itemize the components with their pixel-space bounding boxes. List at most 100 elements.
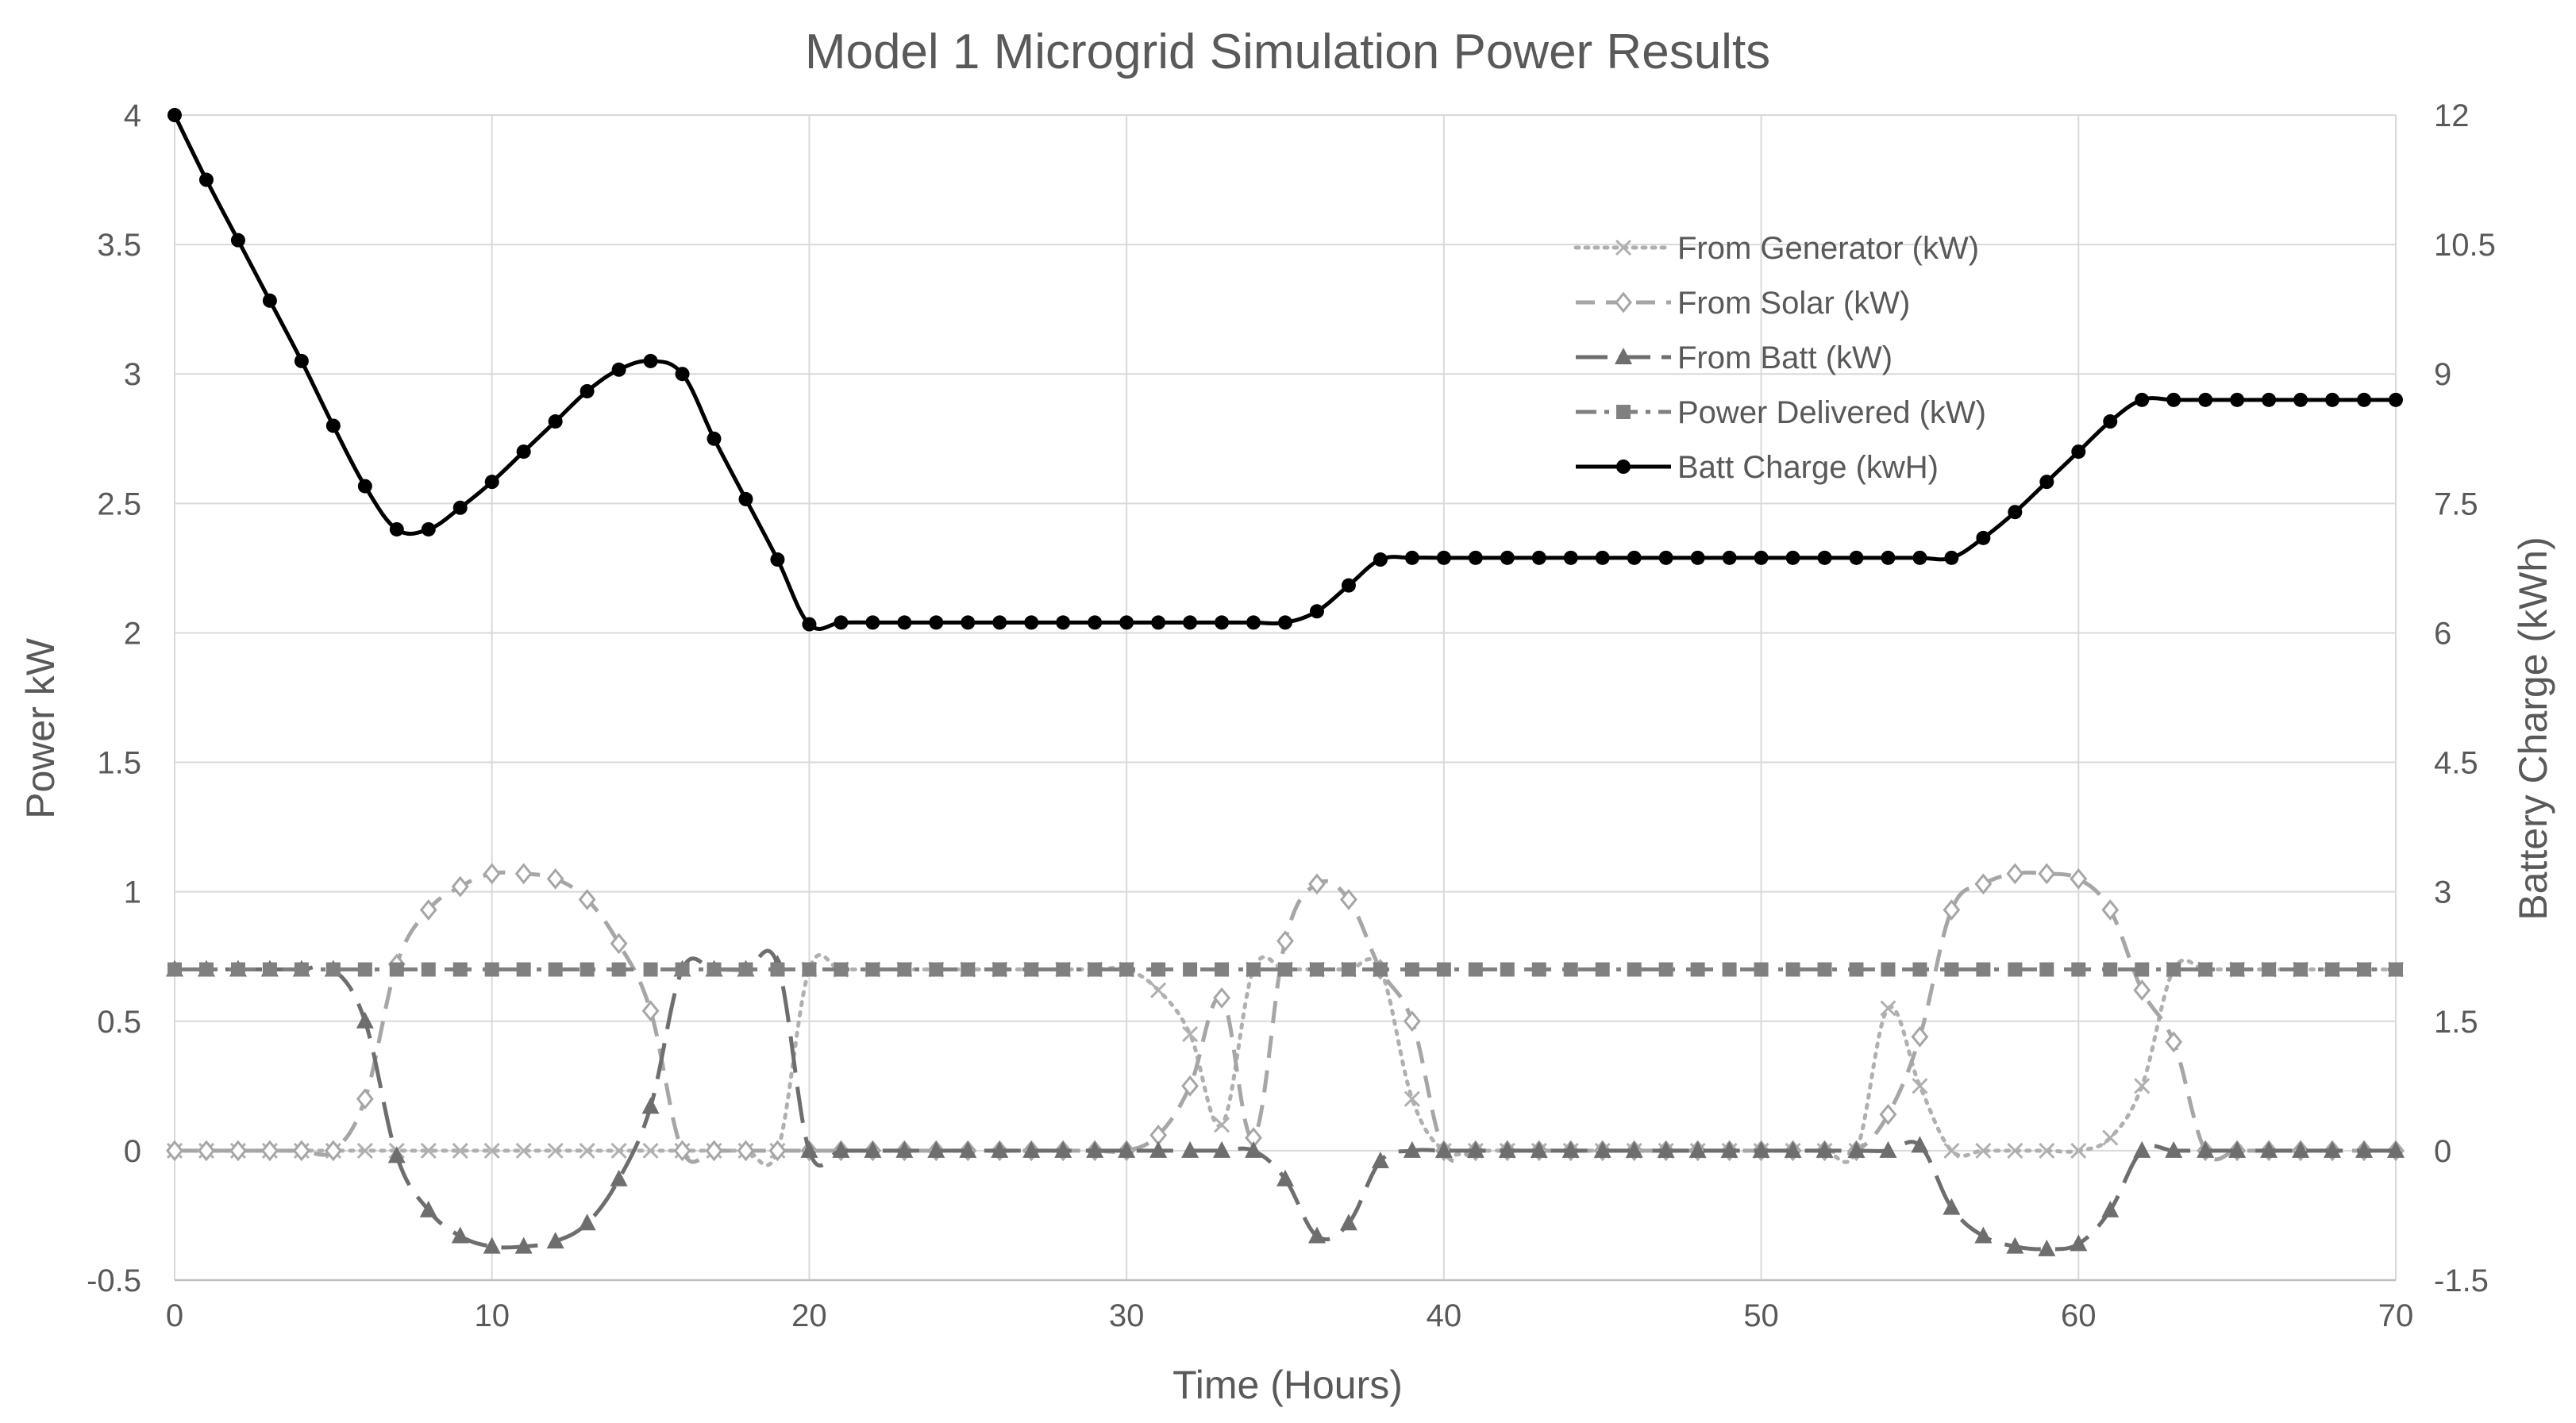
data-point: [675, 962, 690, 977]
y-tick-label: 1: [124, 875, 141, 910]
data-point: [1625, 1140, 1643, 1158]
legend-item: From Solar (kW): [1576, 286, 1910, 321]
data-point: [1404, 550, 1419, 565]
marker-stroke: [483, 1142, 500, 1159]
data-point: [451, 1226, 469, 1244]
data-point: [897, 962, 912, 977]
y2-tick-label: 12: [2434, 98, 2470, 133]
data-point: [1213, 987, 1230, 1009]
y-tick-label: 0: [124, 1134, 141, 1169]
y2-tick-label: 1.5: [2434, 1005, 2478, 1040]
data-point: [483, 1236, 501, 1254]
data-point: [1151, 962, 1166, 977]
data-point: [2006, 1236, 2024, 1254]
marker-stroke: [547, 1142, 564, 1159]
data-point: [1722, 550, 1737, 565]
data-point: [1278, 615, 1292, 630]
legend: From Generator (kW) From Solar (kW) From B…: [1573, 231, 1986, 485]
marker-stroke: [579, 1142, 595, 1159]
data-point: [1341, 578, 1356, 593]
y-tick-label: 1.5: [97, 746, 141, 781]
data-point: [1561, 1140, 1580, 1158]
data-point: [961, 615, 976, 630]
data-point: [166, 1140, 183, 1162]
data-point: [294, 353, 309, 368]
data-point: [2262, 392, 2277, 407]
data-point: [2260, 1140, 2278, 1158]
data-point: [2039, 1142, 2055, 1159]
data-point: [1434, 1140, 1453, 1158]
data-point: [895, 1140, 914, 1158]
data-point: [452, 962, 468, 977]
data-point: [1627, 962, 1642, 977]
data-point: [1119, 615, 1134, 630]
marker-stroke: [1182, 1026, 1199, 1043]
data-point: [2071, 444, 2086, 460]
data-point: [2070, 867, 2088, 890]
data-point: [1849, 962, 1864, 977]
y-tick-label: 0.5: [97, 1005, 141, 1040]
data-point: [167, 108, 182, 122]
series-line: [174, 870, 2396, 1164]
y-tick-label: -0.5: [87, 1263, 141, 1298]
legend-label: From Solar (kW): [1677, 286, 1910, 321]
data-point: [705, 1140, 723, 1162]
y2-tick-label: 0: [2434, 1134, 2451, 1169]
marker-stroke: [1880, 1000, 1896, 1017]
data-point: [1373, 962, 1388, 977]
data-point: [897, 615, 912, 630]
data-point: [865, 615, 880, 630]
marker-stroke: [1975, 1142, 1992, 1159]
data-point: [2262, 962, 2277, 977]
data-point: [2101, 899, 2120, 921]
data-point: [1817, 962, 1832, 977]
data-point: [1974, 873, 1993, 895]
data-point: [673, 1140, 691, 1162]
data-point: [1276, 1169, 1294, 1186]
series-4: [167, 108, 2403, 632]
data-point: [992, 615, 1007, 630]
x-tick-label: 30: [1109, 1298, 1145, 1333]
data-point: [1056, 962, 1071, 977]
data-point: [1595, 962, 1610, 977]
data-point: [2102, 1129, 2119, 1146]
data-point: [1720, 1140, 1739, 1158]
data-point: [357, 479, 372, 494]
data-point: [1436, 550, 1451, 565]
y2-tick-label: 7.5: [2434, 487, 2478, 521]
data-point: [1849, 550, 1864, 565]
data-point: [770, 552, 785, 567]
data-point: [1340, 889, 1357, 910]
data-point: [929, 962, 944, 977]
data-point: [832, 1140, 850, 1158]
marker-stroke: [1213, 1117, 1230, 1133]
data-point: [514, 1236, 533, 1254]
data-point: [579, 1142, 595, 1159]
data-point: [419, 899, 437, 921]
legend-swatch-marker: [1615, 239, 1632, 256]
data-point: [2198, 962, 2213, 977]
data-point: [959, 1140, 977, 1158]
data-point: [1974, 1226, 1993, 1244]
data-point: [2387, 1140, 2405, 1158]
data-point: [1911, 1025, 1929, 1048]
data-point: [2230, 392, 2245, 407]
data-point: [2165, 1140, 2183, 1158]
data-point: [292, 1140, 310, 1162]
data-point: [325, 962, 341, 977]
data-point: [356, 1142, 373, 1159]
marker-stroke: [452, 1142, 468, 1159]
series-line: [172, 113, 2397, 631]
legend-swatch-marker: [1616, 405, 1631, 419]
data-point: [768, 1140, 787, 1162]
data-point: [1278, 962, 1292, 977]
data-point: [1593, 1140, 1611, 1158]
data-point: [1308, 873, 1326, 895]
series-line: [172, 952, 2398, 1167]
data-point: [1530, 1140, 1548, 1158]
legend-item: From Generator (kW): [1573, 231, 1979, 266]
data-point: [262, 293, 277, 308]
data-point: [2198, 392, 2213, 407]
data-point: [1627, 550, 1642, 565]
